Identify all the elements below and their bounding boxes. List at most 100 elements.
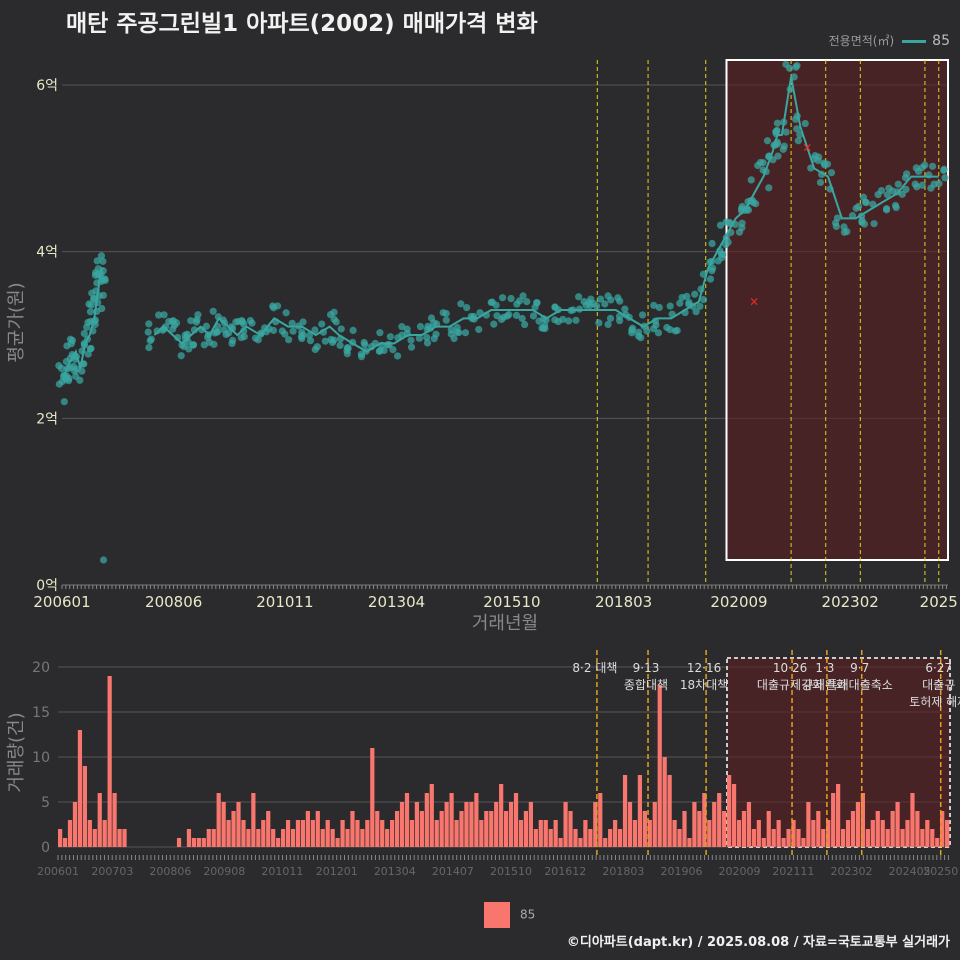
x-tick-label: 201011 xyxy=(256,593,313,611)
volume-bar xyxy=(816,811,821,847)
x-tick-label: 201510 xyxy=(483,593,540,611)
price-point xyxy=(80,341,89,349)
price-point xyxy=(98,276,106,284)
x-tick-label: 201304 xyxy=(374,865,416,878)
price-point xyxy=(426,324,435,332)
price-point xyxy=(177,352,185,360)
x-tick-label: 202302 xyxy=(831,865,873,878)
volume-bar xyxy=(360,829,365,847)
price-point xyxy=(621,305,629,313)
price-point xyxy=(349,326,357,335)
price-point xyxy=(708,239,716,248)
price-point xyxy=(882,206,891,214)
price-point xyxy=(91,316,100,324)
price-point xyxy=(691,290,699,298)
price-point xyxy=(650,301,658,309)
volume-bar xyxy=(370,748,375,847)
price-point xyxy=(461,329,470,337)
volume-bar xyxy=(414,802,420,847)
y-tick-label: 0 xyxy=(41,840,50,856)
volume-bar xyxy=(831,793,836,847)
volume-bar xyxy=(394,811,400,847)
price-point xyxy=(321,337,329,345)
volume-bar xyxy=(687,838,692,847)
price-point xyxy=(98,304,106,313)
volume-bar xyxy=(355,820,360,847)
volume-bar xyxy=(256,829,261,847)
price-point xyxy=(58,377,67,386)
volume-bar xyxy=(345,829,350,847)
volume-bar xyxy=(271,829,276,847)
price-point xyxy=(270,304,278,312)
price-point xyxy=(185,345,193,353)
policy-label: 토허제 해제 xyxy=(909,695,960,709)
volume-bar xyxy=(77,730,83,847)
volume-bar xyxy=(62,838,68,847)
volume-bar xyxy=(647,820,652,847)
volume-bar xyxy=(756,820,761,847)
y-tick-label: 15 xyxy=(32,705,50,721)
price-point xyxy=(773,119,782,127)
volume-bar xyxy=(528,802,533,847)
price-point xyxy=(442,309,450,318)
y-tick-label: 0억 xyxy=(36,578,58,594)
price-point xyxy=(162,323,170,331)
volume-bar xyxy=(538,820,543,847)
volume-bar xyxy=(935,838,940,847)
legend-label: 전용면적(㎡) xyxy=(828,34,895,48)
volume-bar xyxy=(632,820,638,847)
price-point xyxy=(209,307,217,315)
price-point xyxy=(278,327,286,335)
price-point xyxy=(754,161,762,170)
price-point xyxy=(857,212,866,220)
price-point xyxy=(596,295,605,303)
price-point xyxy=(726,220,735,228)
price-point xyxy=(332,318,340,326)
price-point xyxy=(772,128,780,136)
x-tick-label: 201803 xyxy=(595,593,652,611)
price-point xyxy=(540,315,548,323)
price-point xyxy=(651,317,660,325)
price-point xyxy=(68,336,77,345)
volume-bar xyxy=(404,793,410,847)
price-point xyxy=(488,298,496,306)
price-point xyxy=(727,228,735,237)
price-point xyxy=(668,310,676,318)
price-point xyxy=(785,64,794,72)
price-point xyxy=(384,341,392,349)
volume-bar xyxy=(523,811,529,847)
volume-bar xyxy=(305,811,310,847)
price-point xyxy=(145,343,153,352)
price-point xyxy=(306,337,315,345)
volume-bar xyxy=(494,802,499,847)
volume-bar xyxy=(320,829,325,847)
price-point xyxy=(796,130,804,139)
volume-bar xyxy=(736,820,742,847)
price-point xyxy=(89,327,97,335)
price-point xyxy=(699,270,707,278)
price-point xyxy=(852,204,860,212)
price-point xyxy=(551,303,559,311)
price-point xyxy=(575,305,584,313)
price-point xyxy=(83,335,92,343)
volume-bar xyxy=(365,820,370,847)
volume-bar xyxy=(216,793,221,847)
price-point xyxy=(913,183,921,191)
price-point xyxy=(187,317,195,325)
price-point xyxy=(450,334,458,343)
volume-bar xyxy=(330,829,335,847)
price-point xyxy=(840,223,848,231)
x-tick-label: 201011 xyxy=(261,865,303,878)
price-point xyxy=(432,330,440,338)
volume-bar xyxy=(791,820,796,847)
volume-bar xyxy=(454,820,459,847)
price-point xyxy=(735,228,744,236)
price-point xyxy=(204,331,213,339)
price-point xyxy=(816,178,825,187)
price-point xyxy=(375,347,383,355)
volume-bar xyxy=(92,829,97,847)
volume-bar xyxy=(836,784,841,847)
price-point xyxy=(57,364,66,373)
price-point xyxy=(89,295,98,303)
